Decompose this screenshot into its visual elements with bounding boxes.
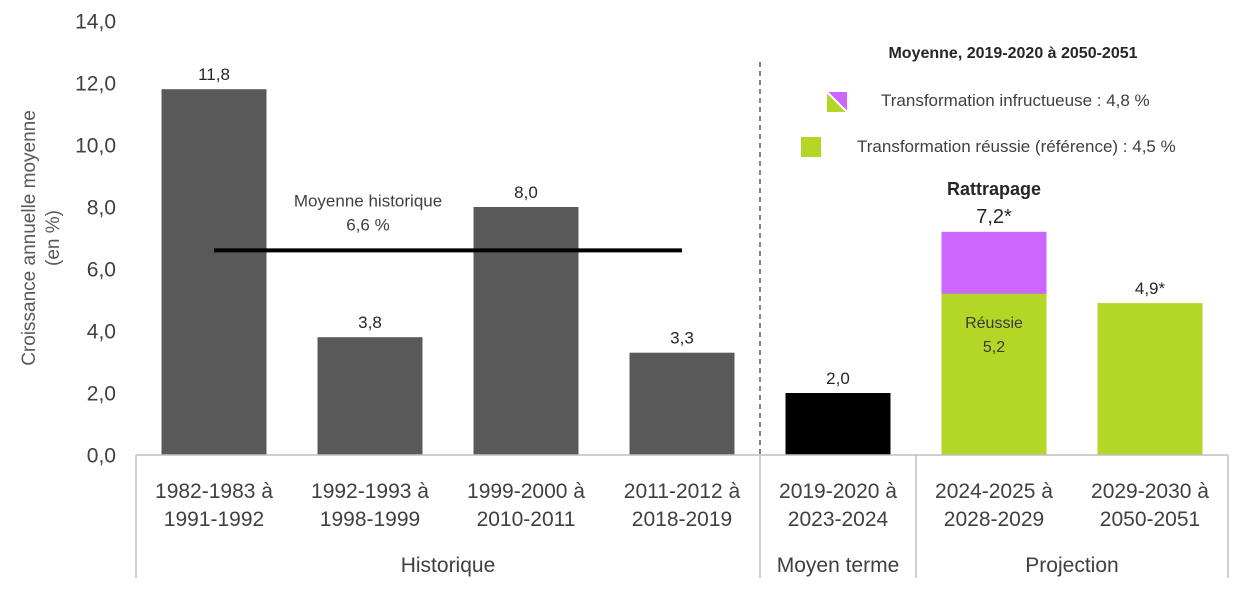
bar <box>785 393 891 455</box>
x-tick-label: 1998-1999 <box>320 508 420 531</box>
y-tick-label: 2,0 <box>87 383 116 406</box>
x-group-label: Historique <box>401 554 496 577</box>
data-label: 3,8 <box>358 313 382 332</box>
data-label: 7,2* <box>976 206 1012 228</box>
legend-title: Moyenne, 2019-2020 à 2050-2051 <box>888 45 1137 62</box>
legend-series-name: Transformation réussie (référence) <box>857 137 1118 156</box>
legend-label: Transformation infructueuse : 4,8 % <box>881 91 1150 110</box>
data-label: 4,9* <box>1135 279 1166 298</box>
reference-line-group: Moyenne historique 6,6 % <box>214 191 682 253</box>
x-tick-label: 2019-2020 à <box>779 480 897 503</box>
legend-value: 4,8 % <box>1106 91 1149 110</box>
x-tick-label: 2023-2024 <box>788 508 889 531</box>
legend-swatch <box>801 137 821 157</box>
reference-line-label: Moyenne historique <box>294 191 442 210</box>
data-label: 3,3 <box>670 329 694 348</box>
bar <box>161 89 267 455</box>
legend-swatch-divider <box>826 91 848 113</box>
data-labels: 11,8 3,8 8,0 3,3 2,0 Rattrapage 7,2* Réussie 5,2… <box>198 65 1165 388</box>
x-tick-label: 2010-2011 <box>477 508 576 531</box>
x-tick-label: 2018-2019 <box>632 508 732 531</box>
bar <box>473 207 579 455</box>
x-tick-label: 1999-2000 à <box>467 480 585 503</box>
y-axis-title: Croissance annuelle moyenne <box>19 110 40 366</box>
bar <box>629 352 735 455</box>
y-tick-label: 14,0 <box>75 11 116 34</box>
y-tick-label: 12,0 <box>75 73 116 96</box>
y-tick-label: 10,0 <box>75 135 116 158</box>
bars <box>161 89 1203 455</box>
legend-entry-successful: Transformation réussie (référence) : 4,5… <box>801 137 1176 157</box>
x-tick-label: 2028-2029 <box>944 508 1044 531</box>
bar <box>317 337 423 455</box>
x-tick-label: 2011-2012 à <box>624 480 741 503</box>
x-tick-label: 2024-2025 à <box>935 480 1053 503</box>
legend-label: Transformation réussie (référence) : 4,5… <box>857 137 1176 156</box>
legend-separator: : <box>1118 137 1132 156</box>
legend: Moyenne, 2019-2020 à 2050-2051 Transform… <box>801 45 1176 157</box>
data-label: 11,8 <box>198 65 230 84</box>
y-tick-label: 6,0 <box>87 259 116 282</box>
x-tick-label: 1991-1992 <box>164 508 264 531</box>
x-axis: 1982-1983 à 1991-1992 1992-1993 à 1998-1999… <box>135 454 1229 578</box>
data-label: 8,0 <box>514 183 538 202</box>
y-tick-label: 0,0 <box>87 445 116 468</box>
y-tick-label: 8,0 <box>87 197 116 220</box>
x-group-label: Projection <box>1025 554 1118 577</box>
x-tick-label: 1982-1983 à <box>155 480 273 503</box>
y-axis: 0,0 2,0 4,0 6,0 8,0 10,0 12,0 14,0 Croissance an… <box>19 11 116 468</box>
legend-separator: : <box>1092 91 1106 110</box>
legend-entry-unsuccessful: Transformation infructueuse : 4,8 % <box>826 91 1150 113</box>
legend-series-name: Transformation infructueuse <box>881 91 1092 110</box>
x-tick-label: 2029-2030 à <box>1091 480 1209 503</box>
data-label: Rattrapage <box>947 179 1041 199</box>
bar <box>941 293 1047 455</box>
x-tick-label: 2050-2051 <box>1100 508 1200 531</box>
data-label: 2,0 <box>826 369 850 388</box>
bar <box>1097 303 1203 455</box>
legend-value: 4,5 % <box>1132 137 1175 156</box>
data-label: 5,2 <box>983 339 1005 356</box>
reference-line-label: 6,6 % <box>346 215 389 234</box>
y-axis-title: (en %) <box>43 210 64 266</box>
y-tick-label: 4,0 <box>87 321 116 344</box>
x-tick-label: 1992-1993 à <box>311 480 429 503</box>
data-label: Réussie <box>965 315 1023 332</box>
x-group-label: Moyen terme <box>777 554 900 577</box>
